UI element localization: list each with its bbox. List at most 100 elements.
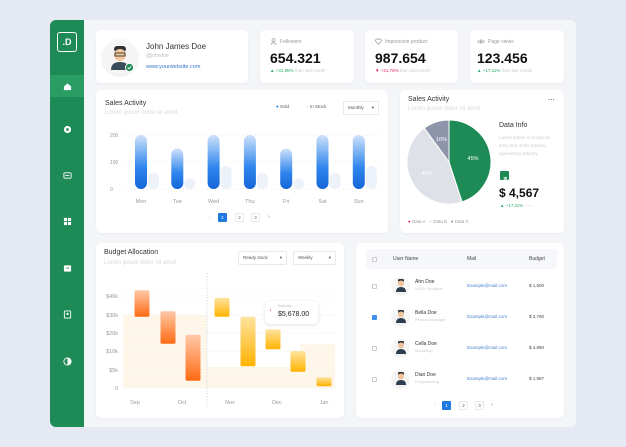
sidebar-item-7[interactable] [50, 350, 84, 372]
change-note: than last month [294, 68, 326, 73]
more-menu-button[interactable]: ... [548, 93, 555, 102]
card-subtitle: Lorem ipsum dolor sit amet [105, 110, 178, 116]
amount-change: ▲ +17,11% —— [500, 203, 534, 208]
bar-in-stock [184, 178, 196, 189]
user-name: Dian Doe [415, 372, 436, 378]
card-title: Sales Activity [105, 100, 147, 107]
bar-in-stock [256, 172, 268, 189]
user-mail-link[interactable]: Example@mail.com [467, 314, 508, 319]
period-select[interactable]: Monthly ▾ [343, 101, 379, 115]
user-mail-link[interactable]: Example@mail.com [467, 345, 508, 350]
page-2-button[interactable]: 2 [459, 401, 468, 410]
user-avatar-icon [111, 46, 129, 70]
prev-page-button[interactable]: ‹ [209, 214, 211, 220]
y-tick-label: $5k [109, 368, 118, 374]
legend-label: Data C [454, 219, 469, 224]
sidebar-item-home[interactable] [50, 75, 84, 97]
legend-label: Sold [279, 104, 289, 109]
next-page-button[interactable]: › [268, 214, 270, 220]
sidebar-item-2[interactable] [50, 118, 84, 140]
stock-filter-select[interactable]: Ready stock ▾ [238, 251, 287, 265]
box-icon [63, 264, 71, 272]
info-line: typesetting industry. [499, 151, 539, 156]
column-header: Budget [529, 256, 545, 262]
grid-icon [63, 217, 71, 225]
x-tick-label: Dec [272, 400, 282, 406]
stat-value: 987.654 [375, 50, 426, 66]
circle-icon [63, 125, 71, 133]
bar-in-stock [220, 166, 232, 189]
x-tick-label: Sat [318, 199, 327, 205]
slice-label: 45% [422, 171, 433, 177]
logo[interactable]: .D [57, 32, 77, 52]
info-line: Lorem Ipsum is simply du [499, 135, 551, 140]
stat-card-followers: Followers 654.321 ▲ +31,98% than last mo… [260, 30, 354, 83]
slice-label: 10% [436, 137, 447, 143]
user-mail-link[interactable]: Example@mail.com [467, 376, 508, 381]
info-text: Lorem Ipsum is simply du mmy text of the … [499, 134, 550, 158]
sidebar-item-6[interactable] [50, 303, 84, 325]
page-3-button[interactable]: 3 [475, 401, 484, 410]
legend-label: In Stock [309, 104, 327, 109]
user-budget: $ 1,987 [529, 376, 545, 381]
avatar[interactable] [102, 39, 138, 75]
stat-change: ▼ +21,76% than last month [375, 68, 431, 73]
change-value: +17,11% [505, 203, 524, 208]
x-tick-label: Mon [136, 199, 147, 205]
legend-dot: ● [276, 104, 279, 109]
user-budget: $ 4,890 [529, 345, 545, 350]
column-header: Mail [467, 256, 477, 262]
sidebar-item-3[interactable] [50, 164, 84, 186]
sidebar-item-5[interactable] [50, 257, 84, 279]
x-tick-label: Jan [320, 400, 329, 406]
profile-name: John James Doe [146, 42, 207, 51]
user-icon [270, 38, 277, 45]
sales-pie-card: Sales Activity Lorem ipsum dolor sit ame… [400, 90, 564, 233]
change-value: +31,98% [275, 68, 294, 73]
prev-page-button[interactable]: ‹ [434, 402, 436, 408]
info-badge-icon [500, 171, 509, 182]
card-icon [62, 171, 72, 179]
pie-slice [423, 119, 450, 164]
bar-sold [171, 148, 184, 189]
change-note: than last month [399, 68, 431, 73]
x-tick-label: Nov [225, 400, 235, 406]
page-1-button[interactable]: 1 [218, 213, 227, 222]
stat-label: Followers [280, 39, 302, 45]
user-budget: $ 2,760 [529, 314, 545, 319]
floating-bar [265, 329, 281, 350]
next-page-button[interactable]: › [491, 402, 493, 408]
card-subtitle: Lorem ipsum dolor sit amet [408, 106, 481, 112]
shaded-region [207, 367, 300, 388]
change-value: +17,11% [482, 68, 501, 73]
row-checkbox[interactable] [372, 284, 377, 289]
person-icon [395, 279, 406, 292]
stat-value: 123.456 [477, 50, 528, 66]
page-2-button[interactable]: 2 [235, 213, 244, 222]
x-tick-label: Wed [208, 199, 219, 205]
page-1-button[interactable]: 1 [442, 401, 451, 410]
y-tick-label: 200 [110, 133, 119, 139]
select-all-checkbox[interactable] [372, 257, 377, 262]
stat-label: Page views [488, 39, 514, 45]
row-checkbox[interactable] [372, 346, 377, 351]
x-tick-label: Oct [178, 400, 187, 406]
pie-chart: 45% 45% 10% [406, 119, 492, 205]
row-checkbox[interactable] [372, 377, 377, 382]
bar-in-stock [148, 172, 159, 189]
row-checkbox[interactable] [372, 315, 377, 320]
stat-label: Impression product [385, 39, 428, 45]
person-icon [395, 341, 406, 354]
user-mail-link[interactable]: Example@mail.com [467, 283, 508, 288]
y-tick-label: 0 [110, 187, 113, 193]
floating-bar [160, 311, 176, 344]
x-tick-label: Fri [283, 199, 289, 205]
user-name: Bella Doe [415, 310, 437, 316]
profile-website-link[interactable]: www.yourwebsite.com [146, 64, 201, 70]
sidebar-item-4[interactable] [50, 210, 84, 232]
person-icon [395, 372, 406, 385]
page-3-button[interactable]: 3 [251, 213, 260, 222]
profile-card: John James Doe @johndoe www.yourwebsite.… [96, 30, 248, 83]
period-filter-select[interactable]: Weekly ▾ [293, 251, 336, 265]
stat-value: 654.321 [270, 50, 321, 66]
